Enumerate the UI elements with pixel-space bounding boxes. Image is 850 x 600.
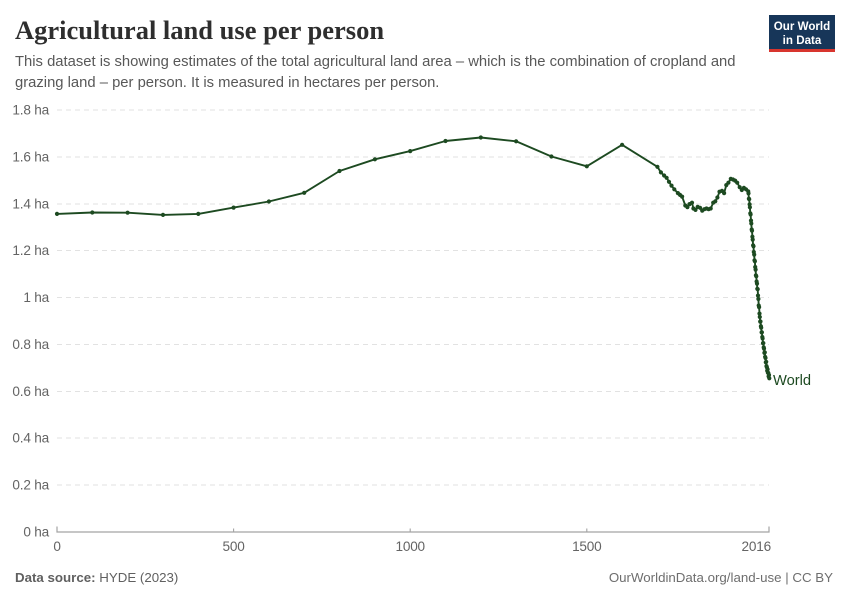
- svg-text:1 ha: 1 ha: [23, 290, 49, 305]
- svg-text:0.8 ha: 0.8 ha: [12, 337, 49, 352]
- svg-text:1.2 ha: 1.2 ha: [12, 243, 49, 258]
- svg-text:0 ha: 0 ha: [23, 525, 49, 540]
- svg-text:1.8 ha: 1.8 ha: [12, 103, 49, 118]
- svg-text:2016: 2016: [742, 539, 771, 554]
- svg-text:0.6 ha: 0.6 ha: [12, 384, 49, 399]
- svg-text:500: 500: [223, 539, 246, 554]
- svg-text:1500: 1500: [572, 539, 602, 554]
- svg-text:0.4 ha: 0.4 ha: [12, 431, 49, 446]
- svg-text:1.6 ha: 1.6 ha: [12, 150, 49, 165]
- svg-text:0: 0: [53, 539, 61, 554]
- svg-text:0.2 ha: 0.2 ha: [12, 478, 49, 493]
- svg-text:1.4 ha: 1.4 ha: [12, 196, 49, 211]
- svg-text:World: World: [773, 373, 811, 389]
- svg-text:1000: 1000: [395, 539, 425, 554]
